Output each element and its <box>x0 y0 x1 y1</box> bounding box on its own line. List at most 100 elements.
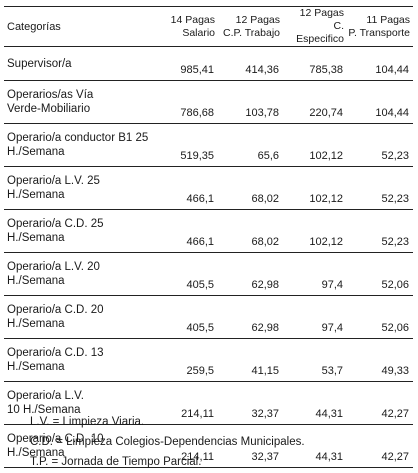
c-especifico-cell: 97,4 <box>283 252 347 296</box>
header-categorias: Categorías <box>4 6 159 47</box>
category-line2: H./Semana <box>7 189 65 201</box>
header-c-especifico: 12 Pagas C. Especifico <box>283 6 347 47</box>
category-line1: Operario/a C.D. 10 <box>7 433 104 445</box>
header-cp-trabajo-line1: 12 Pagas <box>235 13 280 26</box>
header-p-transporte: 11 Pagas P. Transporte <box>347 6 413 47</box>
category-line1: Operarios/as Vía <box>7 89 94 101</box>
cp-trabajo-cell: 32,37 <box>218 424 283 468</box>
c-especifico-cell: 53,7 <box>283 338 347 382</box>
category-cell: Operario/a L.V. 20 H./Semana <box>4 252 159 296</box>
p-transporte-cell: 52,06 <box>347 252 413 296</box>
category-cell: Operario/a L.V. 25 H./Semana <box>4 166 159 210</box>
salario-cell: 405,5 <box>159 252 218 296</box>
cp-trabajo-cell: 65,6 <box>218 123 283 167</box>
table-row: Operario/a L.V. 25 H./Semana 466,1 68,02 … <box>4 166 413 210</box>
category-line1: Operario/a C.D. 25 <box>7 218 104 230</box>
header-cp-trabajo: 12 Pagas C.P. Trabajo <box>218 6 283 47</box>
salario-cell: 405,5 <box>159 295 218 339</box>
cp-trabajo-cell: 68,02 <box>218 166 283 210</box>
category-line2: H./Semana <box>7 146 65 158</box>
p-transporte-cell: 52,23 <box>347 166 413 210</box>
salario-cell: 519,35 <box>159 123 218 167</box>
salary-table-container: Categorías 14 Pagas Salario 12 Pagas C.P… <box>4 6 413 468</box>
category-line2: H./Semana <box>7 318 65 330</box>
salario-cell: 466,1 <box>159 166 218 210</box>
salario-cell: 214,11 <box>159 424 218 468</box>
cp-trabajo-cell: 41,15 <box>218 338 283 382</box>
table-row: Operarios/as Vía Verde-Mobiliario 786,68 … <box>4 80 413 124</box>
c-especifico-cell: 220,74 <box>283 80 347 124</box>
table-row: Operario/a C.D. 13 H./Semana 259,5 41,15 … <box>4 338 413 382</box>
cp-trabajo-cell: 62,98 <box>218 295 283 339</box>
footnote-cd: C.D. = Limpieza Colegios-Dependencias Mu… <box>30 436 305 448</box>
category-line2: H./Semana <box>7 232 65 244</box>
category-line1: Operario/a L.V. 20 <box>7 261 100 273</box>
salario-cell: 786,68 <box>159 80 218 124</box>
category-cell: Operario/a C.D. 25 H./Semana <box>4 209 159 253</box>
header-salario-line2: Salario <box>182 26 215 39</box>
p-transporte-cell: 104,44 <box>347 46 413 81</box>
category-line1: Operario/a C.D. 13 <box>7 347 104 359</box>
category-line1: Supervisor/a <box>7 57 72 70</box>
header-c-especifico-line1: 12 Pagas <box>299 7 344 19</box>
p-transporte-cell: 52,06 <box>347 295 413 339</box>
cp-trabajo-cell: 32,37 <box>218 381 283 425</box>
category-line2: H./Semana <box>7 361 65 373</box>
category-cell: Operario/a L.V. 10 H./Semana <box>4 381 159 425</box>
p-transporte-cell: 42,27 <box>347 424 413 468</box>
footnotes: L.V. = Limpieza Viaria. C.D. = Limpieza … <box>30 412 305 472</box>
category-cell: Operario/a conductor B1 25 H./Semana <box>4 123 159 167</box>
p-transporte-cell: 52,23 <box>347 123 413 167</box>
p-transporte-cell: 49,33 <box>347 338 413 382</box>
salario-cell: 214,11 <box>159 381 218 425</box>
category-line2: Verde-Mobiliario <box>7 103 91 115</box>
category-cell: Operarios/as Vía Verde-Mobiliario <box>4 80 159 124</box>
p-transporte-cell: 104,44 <box>347 80 413 124</box>
cp-trabajo-cell: 414,36 <box>218 46 283 81</box>
category-line2: H./Semana <box>7 447 65 459</box>
category-cell: Operario/a C.D. 10 H./Semana <box>4 424 159 468</box>
table-row: Operario/a C.D. 10 H./Semana 214,11 32,37… <box>4 424 413 468</box>
category-line2: H./Semana <box>7 275 65 287</box>
category-cell: Supervisor/a <box>4 46 159 81</box>
salario-cell: 985,41 <box>159 46 218 81</box>
p-transporte-cell: 42,27 <box>347 381 413 425</box>
footnote-lv: L.V. = Limpieza Viaria. <box>30 416 145 428</box>
c-especifico-cell: 102,12 <box>283 166 347 210</box>
salary-table: Categorías 14 Pagas Salario 12 Pagas C.P… <box>4 6 413 468</box>
header-salario-line1: 14 Pagas <box>170 13 215 26</box>
category-line1: Operario/a L.V. <box>7 390 84 402</box>
c-especifico-cell: 97,4 <box>283 295 347 339</box>
c-especifico-cell: 102,12 <box>283 209 347 253</box>
header-cp-trabajo-line2: C.P. Trabajo <box>222 26 280 39</box>
category-line1: Operario/a L.V. 25 <box>7 175 100 187</box>
category-line1: Operario/a C.D. 20 <box>7 304 104 316</box>
category-cell: Operario/a C.D. 13 H./Semana <box>4 338 159 382</box>
category-line1: Operario/a conductor B1 25 <box>7 132 149 144</box>
c-especifico-cell: 44,31 <box>283 424 347 468</box>
table-body: Supervisor/a 985,41 414,36 785,38 104,44… <box>4 46 413 468</box>
cp-trabajo-cell: 62,98 <box>218 252 283 296</box>
cp-trabajo-cell: 103,78 <box>218 80 283 124</box>
c-especifico-cell: 44,31 <box>283 381 347 425</box>
footnote-tp: T.P. = Jornada de Tiempo Parcial. <box>30 456 202 468</box>
p-transporte-cell: 52,23 <box>347 209 413 253</box>
table-row: Operario/a L.V. 10 H./Semana 214,11 32,37… <box>4 381 413 425</box>
c-especifico-cell: 102,12 <box>283 123 347 167</box>
cp-trabajo-cell: 68,02 <box>218 209 283 253</box>
header-salario: 14 Pagas Salario <box>159 6 218 47</box>
header-row: Categorías 14 Pagas Salario 12 Pagas C.P… <box>4 6 413 47</box>
table-row: Operario/a C.D. 20 H./Semana 405,5 62,98 … <box>4 295 413 339</box>
table-header: Categorías 14 Pagas Salario 12 Pagas C.P… <box>4 6 413 47</box>
header-c-especifico-line2: C. Especifico <box>296 20 344 45</box>
table-row: Operario/a L.V. 20 H./Semana 405,5 62,98 … <box>4 252 413 296</box>
salario-cell: 259,5 <box>159 338 218 382</box>
table-row: Operario/a C.D. 25 H./Semana 466,1 68,02 … <box>4 209 413 253</box>
header-p-transporte-line2: P. Transporte <box>348 26 410 39</box>
category-line2: 10 H./Semana <box>7 404 81 416</box>
category-cell: Operario/a C.D. 20 H./Semana <box>4 295 159 339</box>
salario-cell: 466,1 <box>159 209 218 253</box>
table-row: Operario/a conductor B1 25 H./Semana 519,… <box>4 123 413 167</box>
header-p-transporte-line1: 11 Pagas <box>366 13 410 26</box>
table-row: Supervisor/a 985,41 414,36 785,38 104,44 <box>4 46 413 81</box>
